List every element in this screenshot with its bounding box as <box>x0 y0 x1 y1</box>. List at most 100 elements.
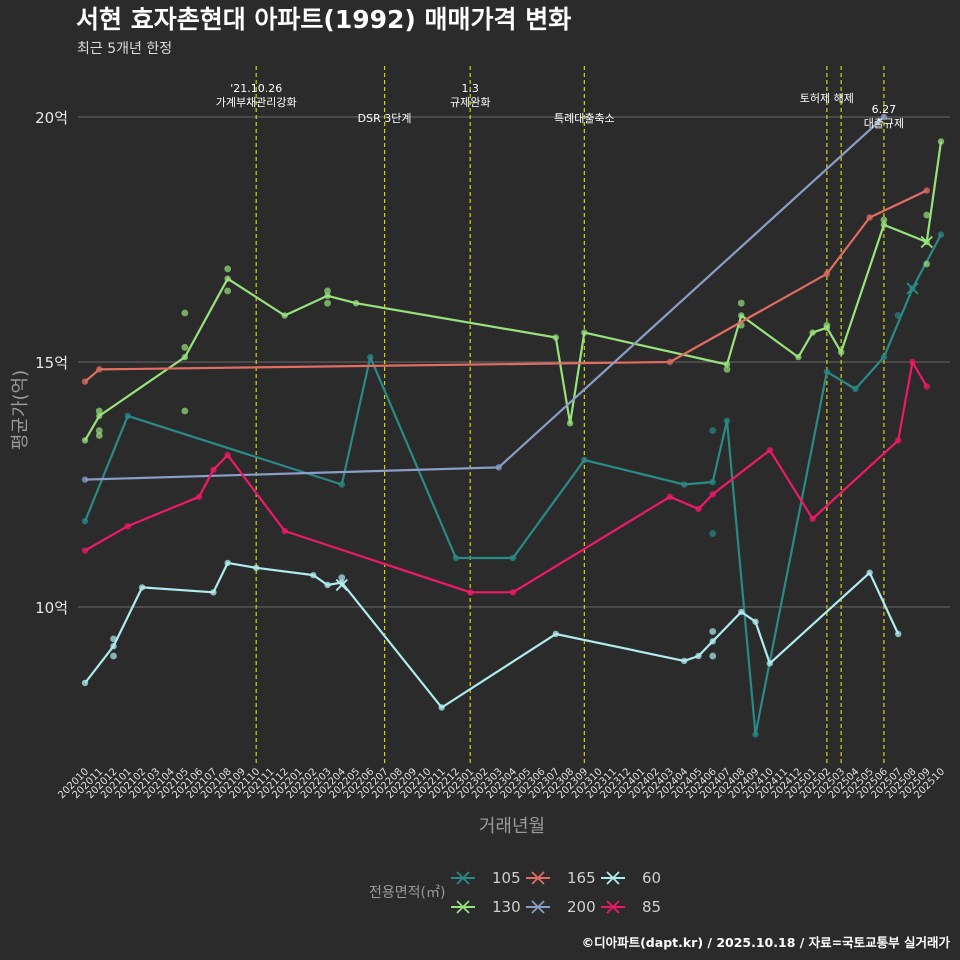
series-60-point-3 <box>709 628 717 635</box>
series-200-vertex-0 <box>81 476 89 483</box>
series-130-vertex-7 <box>552 334 559 341</box>
event-annotation-0-0: '21.10.26 <box>230 82 282 95</box>
series-85-vertex-0 <box>81 547 89 554</box>
series-130-point-3 <box>181 309 189 317</box>
series-130-point-0 <box>95 407 103 415</box>
series-60-cross <box>335 578 348 592</box>
series-130-vertex-18 <box>937 138 945 145</box>
series-line-85 <box>84 360 928 594</box>
legend: 전용면적(㎡) 105 130 165 200 60 85 <box>369 869 661 916</box>
series-105-vertex-9 <box>723 417 731 424</box>
series-85-vertex-1 <box>124 522 131 530</box>
series-85-vertex-5 <box>281 527 288 535</box>
event-lines <box>255 66 885 766</box>
series-165-vertex-5 <box>923 187 930 194</box>
series-130-point-11 <box>737 299 745 307</box>
series-60-vertex-2 <box>138 584 146 591</box>
series-105-vertex-12 <box>852 385 859 393</box>
legend-item-105: 105 <box>451 869 521 887</box>
event-annotation-6-1: 대출규제 <box>864 117 904 130</box>
series-165-vertex-4 <box>866 214 873 221</box>
event-annotation-3-0: 특례대출축소 <box>554 112 615 125</box>
series-60-point-2 <box>338 574 346 581</box>
series-105-vertex-15 <box>937 231 945 238</box>
series-60-point-0 <box>110 635 117 643</box>
series-130-vertex-11 <box>738 312 745 319</box>
series-130-vertex-9 <box>581 329 588 336</box>
series-105-vertex-8 <box>709 478 716 486</box>
series-60-vertex-7 <box>324 581 331 589</box>
series-60-vertex-10 <box>552 630 559 638</box>
legend-swatch-cross-b <box>531 900 545 914</box>
series-130-point-14 <box>880 216 888 224</box>
series-130-vertex-0 <box>81 437 89 444</box>
series-130-point-5 <box>181 407 189 415</box>
series-130-vertex-5 <box>324 292 331 300</box>
event-annotation-1-0: DSR 3단계 <box>358 112 412 125</box>
series-105-point-0 <box>709 427 717 434</box>
cross-stroke-b <box>906 282 919 295</box>
series-60-vertex-14 <box>738 608 745 616</box>
legend-label-165: 165 <box>567 869 596 887</box>
series-130-point-15 <box>923 211 931 219</box>
series-165-vertex-2 <box>666 358 674 366</box>
legend-label-85: 85 <box>642 898 661 916</box>
series-85-vertex-3 <box>210 466 217 473</box>
series-60-vertex-16 <box>766 660 773 667</box>
series-60-vertex-11 <box>681 657 688 665</box>
series-60-vertex-4 <box>224 559 231 567</box>
series-105-vertex-1 <box>124 412 131 420</box>
series-85-vertex-4 <box>224 451 231 459</box>
series-165-vertex-0 <box>81 378 89 385</box>
series-165-vertex-3 <box>823 270 831 277</box>
series-105-vertex-4 <box>452 554 460 562</box>
y-tick-label-20: 20억 <box>35 109 68 127</box>
series-105-vertex-7 <box>681 481 688 488</box>
series-130-point-9 <box>324 299 331 307</box>
series-130 <box>81 138 945 444</box>
series-130-vertex-12 <box>795 353 802 361</box>
legend-label-105: 105 <box>492 869 521 887</box>
series-85-vertex-8 <box>666 493 674 500</box>
series-60-point-4 <box>709 652 717 660</box>
series-85-vertex-15 <box>923 383 930 390</box>
legend-swatch-cross-b <box>456 900 470 914</box>
series-130-point-16 <box>923 260 931 268</box>
series-105-cross <box>906 282 919 295</box>
series-85-vertex-10 <box>709 491 716 498</box>
event-annotation-6-0: 6.27 <box>872 103 897 116</box>
series-85 <box>81 358 930 596</box>
series-165-vertex-1 <box>96 366 103 373</box>
chart-title: 서현 효자촌현대 아파트(1992) 매매가격 변화 <box>76 5 571 34</box>
series-105-point-1 <box>709 530 717 537</box>
series-105-vertex-11 <box>823 368 831 375</box>
series-105-vertex-6 <box>581 456 588 464</box>
series-130-vertex-2 <box>181 353 189 361</box>
series-200-vertex-2 <box>880 113 888 121</box>
series-85-vertex-13 <box>895 437 902 444</box>
series-105-vertex-0 <box>81 518 89 525</box>
series-130-vertex-16 <box>880 221 888 228</box>
y-tick-label-10: 10억 <box>35 599 68 617</box>
series-105-vertex-3 <box>367 353 374 361</box>
y-axis-label: 평균가(억) <box>10 370 31 450</box>
legend-item-200: 200 <box>526 898 596 916</box>
caption: ©디아파트(dapt.kr) / 2025.10.18 / 자료=국토교통부 실… <box>582 935 951 950</box>
series-130-point-10 <box>723 365 731 373</box>
series-85-vertex-6 <box>467 589 474 596</box>
series-130-vertex-3 <box>224 275 231 282</box>
series-105-point-2 <box>894 312 902 319</box>
legend-title: 전용면적(㎡) <box>369 885 445 901</box>
series-130-vertex-8 <box>566 420 574 427</box>
series-130-point-1 <box>95 427 103 434</box>
series-105-vertex-13 <box>880 353 888 361</box>
series-200-vertex-1 <box>495 464 502 471</box>
series-105-vertex-2 <box>338 481 345 488</box>
legend-label-60: 60 <box>642 869 661 887</box>
series-130-vertex-4 <box>281 312 288 319</box>
series-85-vertex-12 <box>809 515 816 522</box>
series-60-vertex-13 <box>709 638 716 645</box>
series-60 <box>81 559 902 711</box>
